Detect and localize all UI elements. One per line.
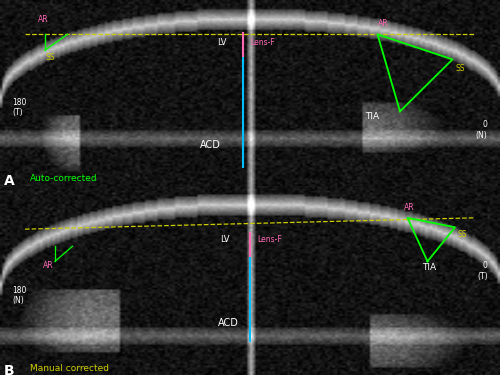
Text: LV: LV <box>218 38 227 46</box>
Text: SS: SS <box>456 63 466 72</box>
Text: 0
(T): 0 (T) <box>477 261 488 280</box>
Text: 0
(N): 0 (N) <box>476 120 488 140</box>
Text: AR: AR <box>404 203 414 212</box>
Text: Lens-F: Lens-F <box>250 38 275 46</box>
Text: LV: LV <box>220 236 230 244</box>
Text: 180
(T): 180 (T) <box>12 98 27 117</box>
Text: ACD: ACD <box>200 141 221 150</box>
Text: TIA: TIA <box>365 112 379 121</box>
Text: 180
(N): 180 (N) <box>12 286 27 305</box>
Text: ACD: ACD <box>218 318 238 328</box>
Text: B: B <box>4 364 14 375</box>
Text: Lens-F: Lens-F <box>258 236 282 244</box>
Text: SS: SS <box>45 53 54 62</box>
Text: AR: AR <box>378 19 388 28</box>
Text: Manual corrected: Manual corrected <box>30 364 109 373</box>
Text: AR: AR <box>42 261 53 270</box>
Text: Auto-corrected: Auto-corrected <box>30 174 98 183</box>
Text: A: A <box>4 174 15 189</box>
Text: SS: SS <box>458 230 467 239</box>
Text: AR: AR <box>38 15 48 24</box>
Text: TIA: TIA <box>422 263 436 272</box>
